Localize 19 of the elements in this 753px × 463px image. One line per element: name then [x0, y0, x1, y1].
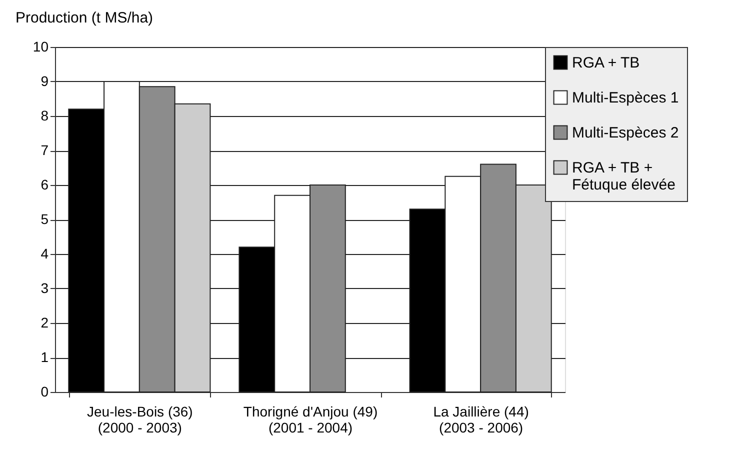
y-tick-label: 6: [40, 176, 49, 192]
y-tick-label: 5: [40, 211, 49, 227]
y-tick-label: 9: [40, 73, 49, 89]
x-tick-label: Thorigné d'Anjou (49) (2001 - 2004): [243, 404, 378, 436]
y-tick-label: 1: [40, 349, 49, 365]
y-tick-label: 8: [40, 108, 49, 124]
y-tick-label: 2: [40, 314, 49, 330]
x-tick-label: Jeu-les-Bois (36) (2000 - 2003): [87, 404, 193, 436]
legend-label: RGA + TB + Fétuque élevée: [572, 160, 676, 194]
y-tick-label: 4: [40, 246, 49, 262]
y-tick-label: 7: [40, 142, 49, 158]
y-tick-label: 10: [32, 38, 49, 54]
y-tick-label: 0: [40, 384, 49, 400]
legend-label: RGA + TB: [572, 54, 640, 72]
y-tick-label: 3: [40, 280, 49, 296]
legend-label: Multi-Espèces 2: [572, 124, 679, 142]
x-tick-label: La Jaillière (44) (2003 - 2006): [433, 404, 529, 436]
legend-label: Multi-Espèces 1: [572, 90, 679, 106]
y-axis-title: Production (t MS/ha): [16, 10, 154, 26]
